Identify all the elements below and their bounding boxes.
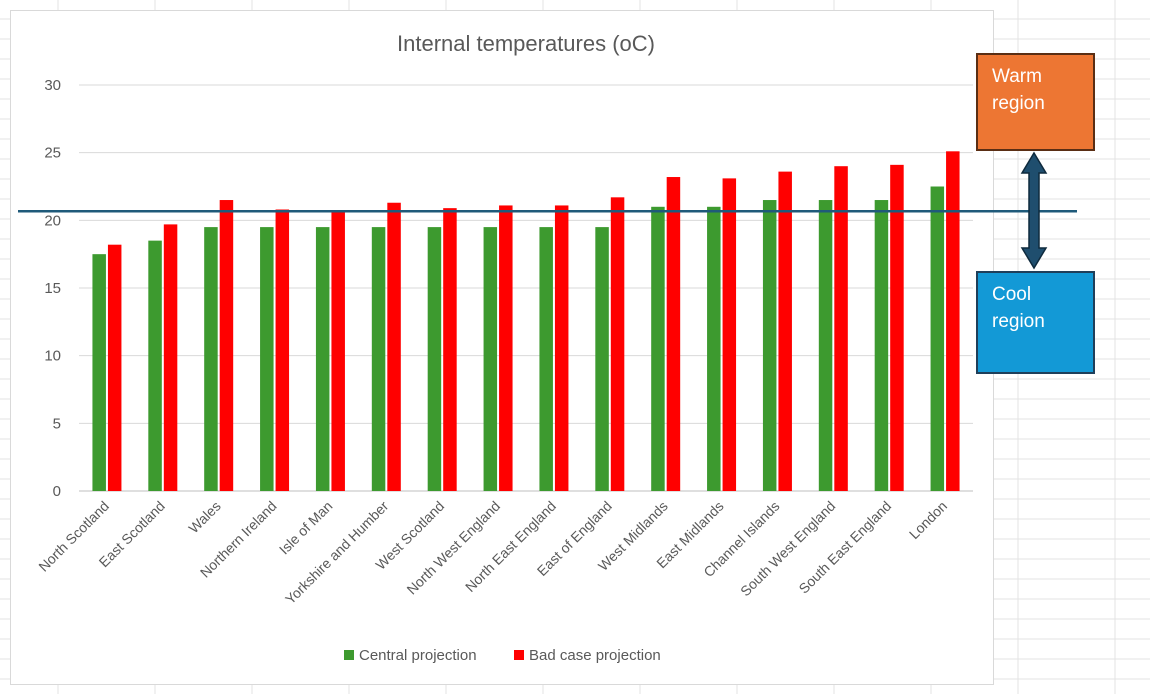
legend-swatch-central [344, 650, 354, 660]
bar-bad-case-projection [778, 171, 792, 491]
bar-central-projection [818, 200, 833, 492]
bar-central-projection [539, 227, 553, 491]
y-tick-label: 0 [53, 483, 61, 500]
bar-central-projection [315, 227, 330, 491]
legend-label-bad-case: Bad case projection [529, 647, 661, 664]
x-tick-label: Wales [185, 498, 223, 536]
x-tick-label: Isle of Man [276, 498, 336, 558]
bar-bad-case-projection [443, 208, 457, 492]
bar-bad-case-projection [610, 197, 625, 491]
bar-bad-case-projection [666, 177, 681, 491]
bar-central-projection [874, 200, 889, 492]
chart-area[interactable]: Internal temperatures (oC) 0 5 10 15 20 25 30 No… [10, 10, 994, 685]
bar-central-projection [707, 206, 721, 492]
bar-central-projection [148, 240, 162, 491]
x-tick-label: London [906, 498, 950, 542]
bar-bad-case-projection [554, 205, 569, 492]
x-tick-label: South West England [737, 498, 838, 599]
bar-central-projection [930, 186, 945, 491]
bar-central-projection [260, 227, 274, 491]
y-tick-label: 25 [44, 145, 61, 162]
bar-central-projection [92, 254, 106, 491]
bar-central-projection [483, 227, 498, 491]
y-tick-label: 10 [44, 348, 61, 365]
legend-label-central: Central projection [359, 647, 477, 664]
bar-central-projection [204, 227, 218, 491]
legend-swatch-bad-case [514, 650, 524, 660]
bar-bad-case-projection [107, 244, 122, 491]
bar-bad-case-projection [946, 151, 960, 491]
bar-central-projection [762, 200, 777, 492]
bar-bad-case-projection [331, 212, 345, 492]
y-tick-label: 30 [44, 77, 61, 94]
bar-central-projection [651, 206, 665, 492]
chart-title: Internal temperatures (oC) [397, 31, 655, 56]
bar-bad-case-projection [890, 164, 904, 491]
bar-bad-case-projection [275, 209, 290, 492]
x-tick-label: South East England [795, 498, 894, 597]
cool-region-box[interactable]: Cool region [976, 271, 1095, 374]
bar-bad-case-projection [834, 166, 848, 491]
y-tick-label: 15 [44, 280, 61, 297]
bar-bad-case-projection [722, 178, 737, 491]
bar-chart: Internal temperatures (oC) 0 5 10 15 20 25 30 No… [35, 31, 973, 664]
y-tick-label: 5 [53, 415, 61, 432]
bar-bad-case-projection [219, 200, 234, 492]
bar-central-projection [595, 227, 609, 491]
bar-bad-case-projection [499, 205, 513, 492]
x-tick-label: Yorkshire and Humber [282, 498, 392, 608]
bar-central-projection [371, 227, 386, 491]
warm-region-box[interactable]: Warm region [976, 53, 1095, 151]
x-tick-label: North West England [403, 498, 503, 598]
bar-central-projection [427, 227, 442, 491]
y-tick-label: 20 [44, 212, 61, 229]
bar-bad-case-projection [163, 224, 178, 492]
bar-bad-case-projection [387, 202, 401, 492]
